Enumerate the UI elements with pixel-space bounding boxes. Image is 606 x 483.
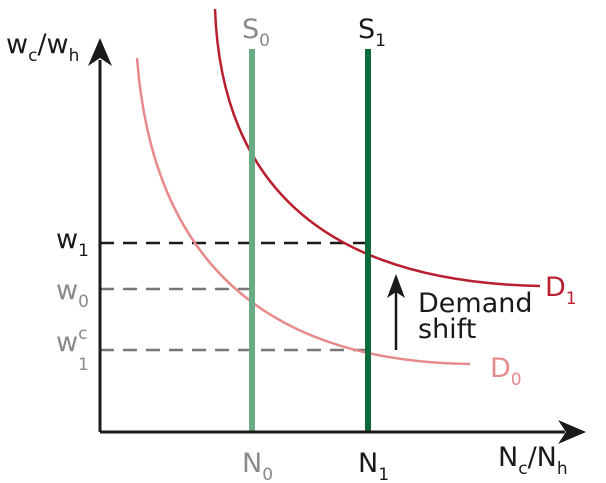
n0-label: N0 [242,448,273,483]
y-axis-arrowhead [88,38,112,66]
demand-shift-label-line2: shift [418,314,476,345]
w0-label: w0 [56,275,89,312]
w1c-subscript: 1 [78,355,89,375]
y-axis-label: wc/wh [6,29,79,66]
s0-label: S0 [242,14,270,51]
demand-shift-label-line1: Demand [418,288,533,319]
n1-label: N1 [358,448,389,483]
d1-label: D1 [545,272,577,309]
x-axis-label: Nc/Nh [498,442,568,479]
s1-label: S1 [358,14,386,51]
demand-curve-d0 [135,57,471,366]
demand-curve-d1 [213,8,541,288]
x-axis-arrowhead [558,420,586,444]
demand-shift-arrowhead [387,274,405,298]
d0-label: D0 [490,353,522,390]
w1c-label: wc [56,324,87,358]
w1-label: w1 [56,224,89,261]
